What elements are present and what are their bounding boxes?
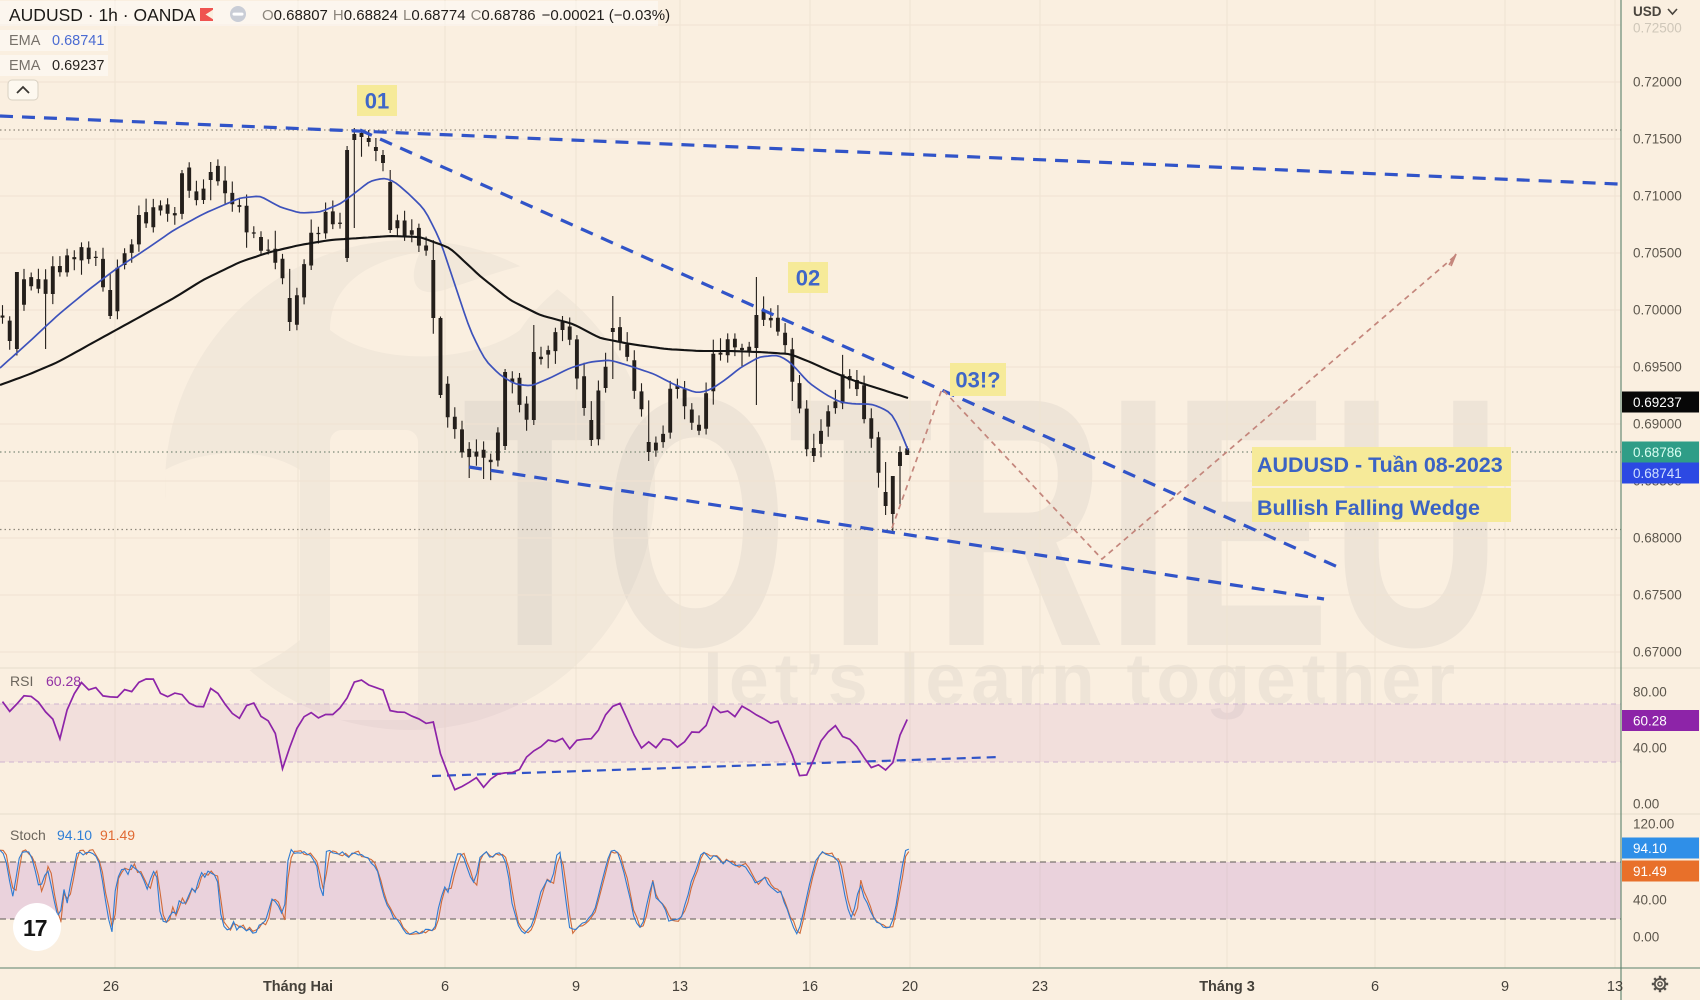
svg-text:6: 6	[441, 979, 449, 995]
svg-text:0.69237: 0.69237	[1633, 395, 1682, 410]
svg-text:120.00: 120.00	[1633, 817, 1674, 832]
svg-text:6: 6	[1371, 979, 1379, 995]
svg-text:AUDUSD · 1h · OANDA: AUDUSD · 1h · OANDA	[9, 5, 196, 25]
svg-text:23: 23	[1032, 979, 1048, 995]
svg-text:0.68000: 0.68000	[1633, 531, 1682, 546]
svg-text:USD: USD	[1633, 4, 1662, 19]
svg-text:0.00: 0.00	[1633, 797, 1659, 812]
svg-text:60.28: 60.28	[1633, 713, 1667, 728]
svg-text:0.72500: 0.72500	[1633, 21, 1682, 36]
svg-text:0.68741: 0.68741	[1633, 466, 1682, 481]
svg-text:13: 13	[1607, 979, 1623, 995]
svg-text:40.00: 40.00	[1633, 893, 1667, 908]
svg-text:AUDUSD - Tuần 08-2023: AUDUSD - Tuần 08-2023	[1257, 453, 1503, 477]
svg-text:0.67000: 0.67000	[1633, 645, 1682, 660]
svg-text:01: 01	[365, 88, 389, 113]
svg-text:EMA: EMA	[9, 58, 41, 74]
svg-text:02: 02	[796, 265, 820, 290]
svg-text:91.49: 91.49	[100, 827, 135, 843]
svg-text:94.10: 94.10	[57, 827, 92, 843]
svg-text:0.67500: 0.67500	[1633, 588, 1682, 603]
svg-text:9: 9	[1501, 979, 1509, 995]
svg-text:RSI: RSI	[10, 673, 33, 689]
svg-text:let’s learn together: let’s learn together	[703, 640, 1461, 720]
svg-text:91.49: 91.49	[1633, 864, 1667, 879]
svg-text:0.72000: 0.72000	[1633, 75, 1682, 90]
svg-text:0.71000: 0.71000	[1633, 189, 1682, 204]
svg-text:Tháng Hai: Tháng Hai	[263, 979, 333, 995]
svg-text:EMA: EMA	[9, 33, 41, 49]
svg-text:16: 16	[802, 979, 818, 995]
svg-text:Bullish Falling Wedge: Bullish Falling Wedge	[1257, 496, 1480, 520]
svg-text:0.00: 0.00	[1633, 930, 1659, 945]
svg-text:0.70000: 0.70000	[1633, 303, 1682, 318]
svg-text:60.28: 60.28	[46, 673, 81, 689]
svg-text:0.69500: 0.69500	[1633, 360, 1682, 375]
svg-text:26: 26	[103, 979, 119, 995]
svg-text:03!?: 03!?	[955, 367, 1000, 392]
svg-text:Tháng 3: Tháng 3	[1199, 979, 1255, 995]
svg-text:Stoch: Stoch	[10, 827, 46, 843]
svg-text:0.69237: 0.69237	[52, 58, 104, 74]
svg-text:94.10: 94.10	[1633, 841, 1667, 856]
svg-text:40.00: 40.00	[1633, 741, 1667, 756]
svg-text:13: 13	[672, 979, 688, 995]
svg-text:80.00: 80.00	[1633, 685, 1667, 700]
svg-text:0.69000: 0.69000	[1633, 417, 1682, 432]
svg-text:9: 9	[572, 979, 580, 995]
svg-text:0.71500: 0.71500	[1633, 132, 1682, 147]
svg-text:0.70500: 0.70500	[1633, 246, 1682, 261]
svg-text:0.68786: 0.68786	[1633, 445, 1682, 460]
svg-text:17: 17	[23, 915, 47, 941]
svg-text:0.68741: 0.68741	[52, 33, 104, 49]
svg-text:20: 20	[902, 979, 918, 995]
